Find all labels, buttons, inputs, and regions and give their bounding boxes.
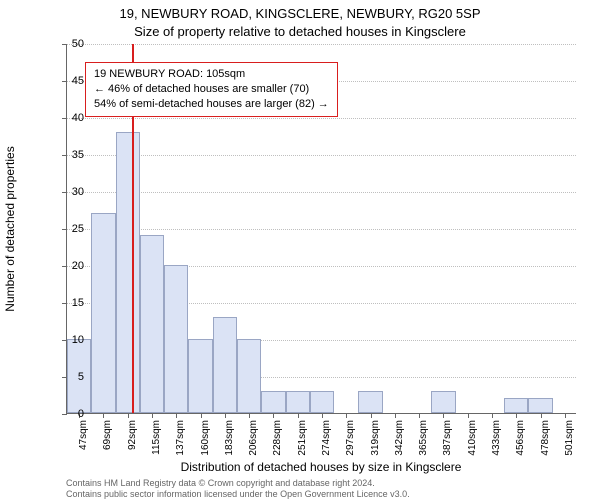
chart-subtitle: Size of property relative to detached ho…: [0, 24, 600, 39]
x-tick-mark: [541, 413, 542, 418]
y-tick-label: 10: [54, 334, 84, 346]
x-axis-label: Distribution of detached houses by size …: [66, 460, 576, 474]
grid-line: [67, 192, 576, 193]
x-tick-mark: [468, 413, 469, 418]
x-tick-mark: [176, 413, 177, 418]
y-tick-label: 50: [54, 38, 84, 50]
x-tick-mark: [128, 413, 129, 418]
x-tick-label: 47sqm: [78, 420, 89, 460]
histogram-bar: [504, 398, 528, 413]
x-tick-mark: [249, 413, 250, 418]
grid-line: [67, 44, 576, 45]
y-tick-label: 0: [54, 408, 84, 420]
x-tick-label: 319sqm: [370, 420, 381, 460]
x-tick-label: 206sqm: [248, 420, 259, 460]
y-tick-label: 20: [54, 260, 84, 272]
y-tick-label: 35: [54, 149, 84, 161]
x-tick-mark: [298, 413, 299, 418]
x-tick-label: 365sqm: [418, 420, 429, 460]
x-tick-label: 228sqm: [272, 420, 283, 460]
x-tick-label: 501sqm: [564, 420, 575, 460]
x-tick-label: 297sqm: [345, 420, 356, 460]
x-tick-label: 274sqm: [321, 420, 332, 460]
x-tick-mark: [103, 413, 104, 418]
plot-area: 19 NEWBURY ROAD: 105sqm ← 46% of detache…: [66, 44, 576, 414]
histogram-bar: [188, 339, 212, 413]
x-tick-label: 433sqm: [491, 420, 502, 460]
histogram-bar: [213, 317, 237, 413]
x-tick-label: 456sqm: [515, 420, 526, 460]
footer-attribution: Contains HM Land Registry data © Crown c…: [66, 478, 410, 500]
annotation-line1: 19 NEWBURY ROAD: 105sqm: [94, 67, 329, 82]
histogram-bar: [140, 235, 164, 413]
chart-title-address: 19, NEWBURY ROAD, KINGSCLERE, NEWBURY, R…: [0, 6, 600, 21]
x-tick-label: 410sqm: [467, 420, 478, 460]
x-tick-mark: [225, 413, 226, 418]
x-tick-mark: [492, 413, 493, 418]
x-tick-mark: [152, 413, 153, 418]
chart-container: 19, NEWBURY ROAD, KINGSCLERE, NEWBURY, R…: [0, 0, 600, 500]
x-tick-mark: [395, 413, 396, 418]
histogram-bar: [116, 132, 140, 413]
grid-line: [67, 229, 576, 230]
histogram-bar: [358, 391, 382, 413]
histogram-bar: [237, 339, 261, 413]
x-tick-mark: [565, 413, 566, 418]
footer-line2: Contains public sector information licen…: [66, 489, 410, 500]
histogram-bar: [431, 391, 455, 413]
x-tick-label: 478sqm: [540, 420, 551, 460]
x-tick-mark: [201, 413, 202, 418]
x-tick-label: 251sqm: [297, 420, 308, 460]
grid-line: [67, 155, 576, 156]
histogram-bar: [91, 213, 115, 413]
y-tick-label: 25: [54, 223, 84, 235]
x-tick-label: 92sqm: [127, 420, 138, 460]
y-axis-label: Number of detached properties: [3, 146, 17, 311]
x-tick-label: 387sqm: [442, 420, 453, 460]
y-tick-label: 15: [54, 297, 84, 309]
histogram-bar: [261, 391, 285, 413]
y-tick-label: 30: [54, 186, 84, 198]
histogram-bar: [528, 398, 552, 413]
histogram-bar: [310, 391, 334, 413]
y-tick-label: 45: [54, 75, 84, 87]
annotation-line2: ← 46% of detached houses are smaller (70…: [94, 82, 329, 97]
x-tick-mark: [322, 413, 323, 418]
y-tick-label: 40: [54, 112, 84, 124]
y-tick-label: 5: [54, 371, 84, 383]
x-tick-mark: [516, 413, 517, 418]
x-tick-label: 115sqm: [151, 420, 162, 460]
x-tick-label: 342sqm: [394, 420, 405, 460]
x-tick-label: 137sqm: [175, 420, 186, 460]
annotation-box: 19 NEWBURY ROAD: 105sqm ← 46% of detache…: [85, 62, 338, 117]
histogram-bar: [286, 391, 310, 413]
annotation-line3: 54% of semi-detached houses are larger (…: [94, 97, 329, 112]
x-tick-label: 69sqm: [102, 420, 113, 460]
x-tick-mark: [273, 413, 274, 418]
footer-line1: Contains HM Land Registry data © Crown c…: [66, 478, 410, 489]
histogram-bar: [164, 265, 188, 413]
x-tick-mark: [443, 413, 444, 418]
x-tick-mark: [419, 413, 420, 418]
x-tick-label: 160sqm: [200, 420, 211, 460]
grid-line: [67, 118, 576, 119]
x-tick-mark: [346, 413, 347, 418]
x-tick-mark: [371, 413, 372, 418]
x-tick-label: 183sqm: [224, 420, 235, 460]
